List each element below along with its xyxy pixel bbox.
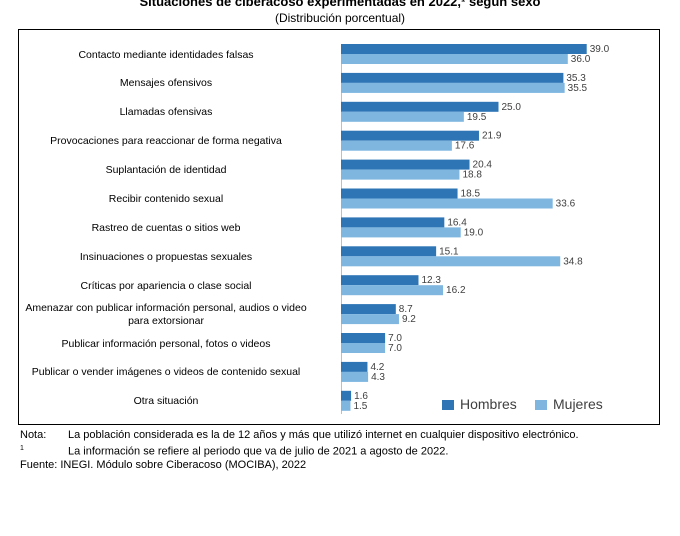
- footnote-text: La información se refiere al periodo que…: [68, 445, 449, 458]
- category-label: Suplantación de identidad: [105, 164, 227, 177]
- bar-mujeres: [341, 198, 553, 209]
- note-text: La población considerada es la de 12 año…: [68, 429, 579, 441]
- data-label-mujeres: 17.6: [455, 141, 475, 152]
- bar-mujeres: [341, 285, 444, 296]
- category-label: Publicar información personal, fotos o v…: [61, 337, 271, 350]
- legend-swatch-hombres: [442, 400, 454, 410]
- data-label-hombres: 35.3: [566, 73, 586, 84]
- bar-mujeres: [341, 400, 351, 411]
- bar-hombres: [341, 159, 470, 170]
- bar-mujeres: [341, 227, 461, 238]
- source-line: Fuente: INEGI. Módulo sobre Ciberacoso (…: [20, 458, 307, 471]
- data-label-hombres: 7.0: [388, 333, 402, 344]
- bar-hombres: [341, 390, 352, 401]
- data-label-hombres: 12.3: [421, 275, 441, 286]
- data-label-hombres: 4.2: [370, 362, 384, 373]
- footnote-line: 1 La información se refiere al periodo qu…: [20, 442, 579, 459]
- bar-hombres: [341, 246, 437, 257]
- bar-hombres: [341, 130, 479, 141]
- chart-frame: [18, 29, 660, 425]
- bar-hombres: [341, 44, 587, 54]
- bar-hombres: [341, 188, 458, 199]
- bar-mujeres: [341, 111, 464, 122]
- category-label: Mensajes ofensivos: [119, 77, 213, 90]
- bar-hombres: [341, 304, 396, 315]
- bar-mujeres: [341, 140, 452, 151]
- note-line: Nota: La población considerada es la de 1…: [20, 429, 579, 442]
- bar-mujeres: [341, 82, 565, 93]
- category-label: Recibir contenido sexual: [108, 193, 224, 205]
- category-label: Contacto mediante identidades falsas: [78, 48, 254, 61]
- category-label: Otra situación: [133, 395, 199, 408]
- data-label-mujeres: 18.8: [462, 170, 482, 181]
- bar-hombres: [341, 333, 386, 343]
- bar-mujeres: [341, 314, 399, 325]
- category-label: Insinuaciones o propuestas sexuales: [79, 250, 253, 263]
- legend-item-hombres: Hombres: [442, 396, 517, 412]
- data-label-hombres: 15.1: [439, 246, 459, 257]
- legend-label-hombres: Hombres: [460, 396, 517, 412]
- data-label-hombres: 39.0: [590, 44, 610, 55]
- data-label-mujeres: 33.6: [556, 199, 576, 210]
- footnote-mark: 1: [20, 445, 24, 452]
- data-label-mujeres: 19.5: [467, 112, 487, 123]
- category-label: Publicar o vender imágenes o videos de c…: [31, 366, 301, 379]
- data-label-hombres: 25.0: [502, 102, 522, 113]
- data-label-hombres: 18.5: [461, 189, 481, 200]
- category-label: Críticas por apariencia o clase social: [80, 279, 252, 292]
- data-label-mujeres: 1.5: [353, 401, 367, 412]
- bar-mujeres: [341, 256, 561, 267]
- data-label-mujeres: 7.0: [388, 343, 402, 354]
- data-label-mujeres: 36.0: [571, 54, 591, 65]
- bar-hombres: [341, 361, 368, 372]
- data-label-hombres: 1.6: [354, 391, 368, 402]
- bar-hombres: [341, 275, 419, 286]
- legend-swatch-mujeres: [535, 400, 547, 410]
- bar-hombres: [341, 217, 445, 228]
- data-label-mujeres: 9.2: [402, 314, 416, 325]
- chart-subtitle: (Distribución porcentual): [274, 11, 406, 25]
- category-label: Provocaciones para reaccionar de forma n…: [50, 135, 282, 148]
- data-label-mujeres: 16.2: [446, 285, 466, 296]
- data-label-mujeres: 35.5: [568, 83, 588, 94]
- data-label-mujeres: 19.0: [464, 227, 484, 238]
- bar-mujeres: [341, 54, 568, 64]
- legend-label-mujeres: Mujeres: [553, 396, 603, 412]
- legend-item-mujeres: Mujeres: [535, 396, 603, 412]
- data-label-hombres: 8.7: [399, 304, 413, 315]
- bar-hombres: [341, 101, 499, 112]
- category-label: Amenazar con publicar información person…: [25, 302, 307, 328]
- category-label: Rastreo de cuentas o sitios web: [91, 221, 241, 234]
- data-label-hombres: 21.9: [482, 131, 502, 142]
- data-label-mujeres: 34.8: [563, 256, 583, 267]
- bar-mujeres: [341, 371, 369, 382]
- data-label-mujeres: 4.3: [371, 372, 385, 383]
- bar-mujeres: [341, 169, 460, 180]
- bar-mujeres: [341, 343, 386, 353]
- chart-notes: Nota: La población considerada es la de 1…: [20, 429, 579, 472]
- category-label: Llamadas ofensivas: [119, 106, 213, 119]
- bar-hombres: [341, 72, 564, 83]
- note-label: Nota:: [20, 429, 47, 441]
- data-label-hombres: 20.4: [473, 160, 493, 171]
- data-label-hombres: 16.4: [447, 217, 467, 228]
- chart-title: Situaciones de ciberacoso experimentadas…: [139, 0, 541, 9]
